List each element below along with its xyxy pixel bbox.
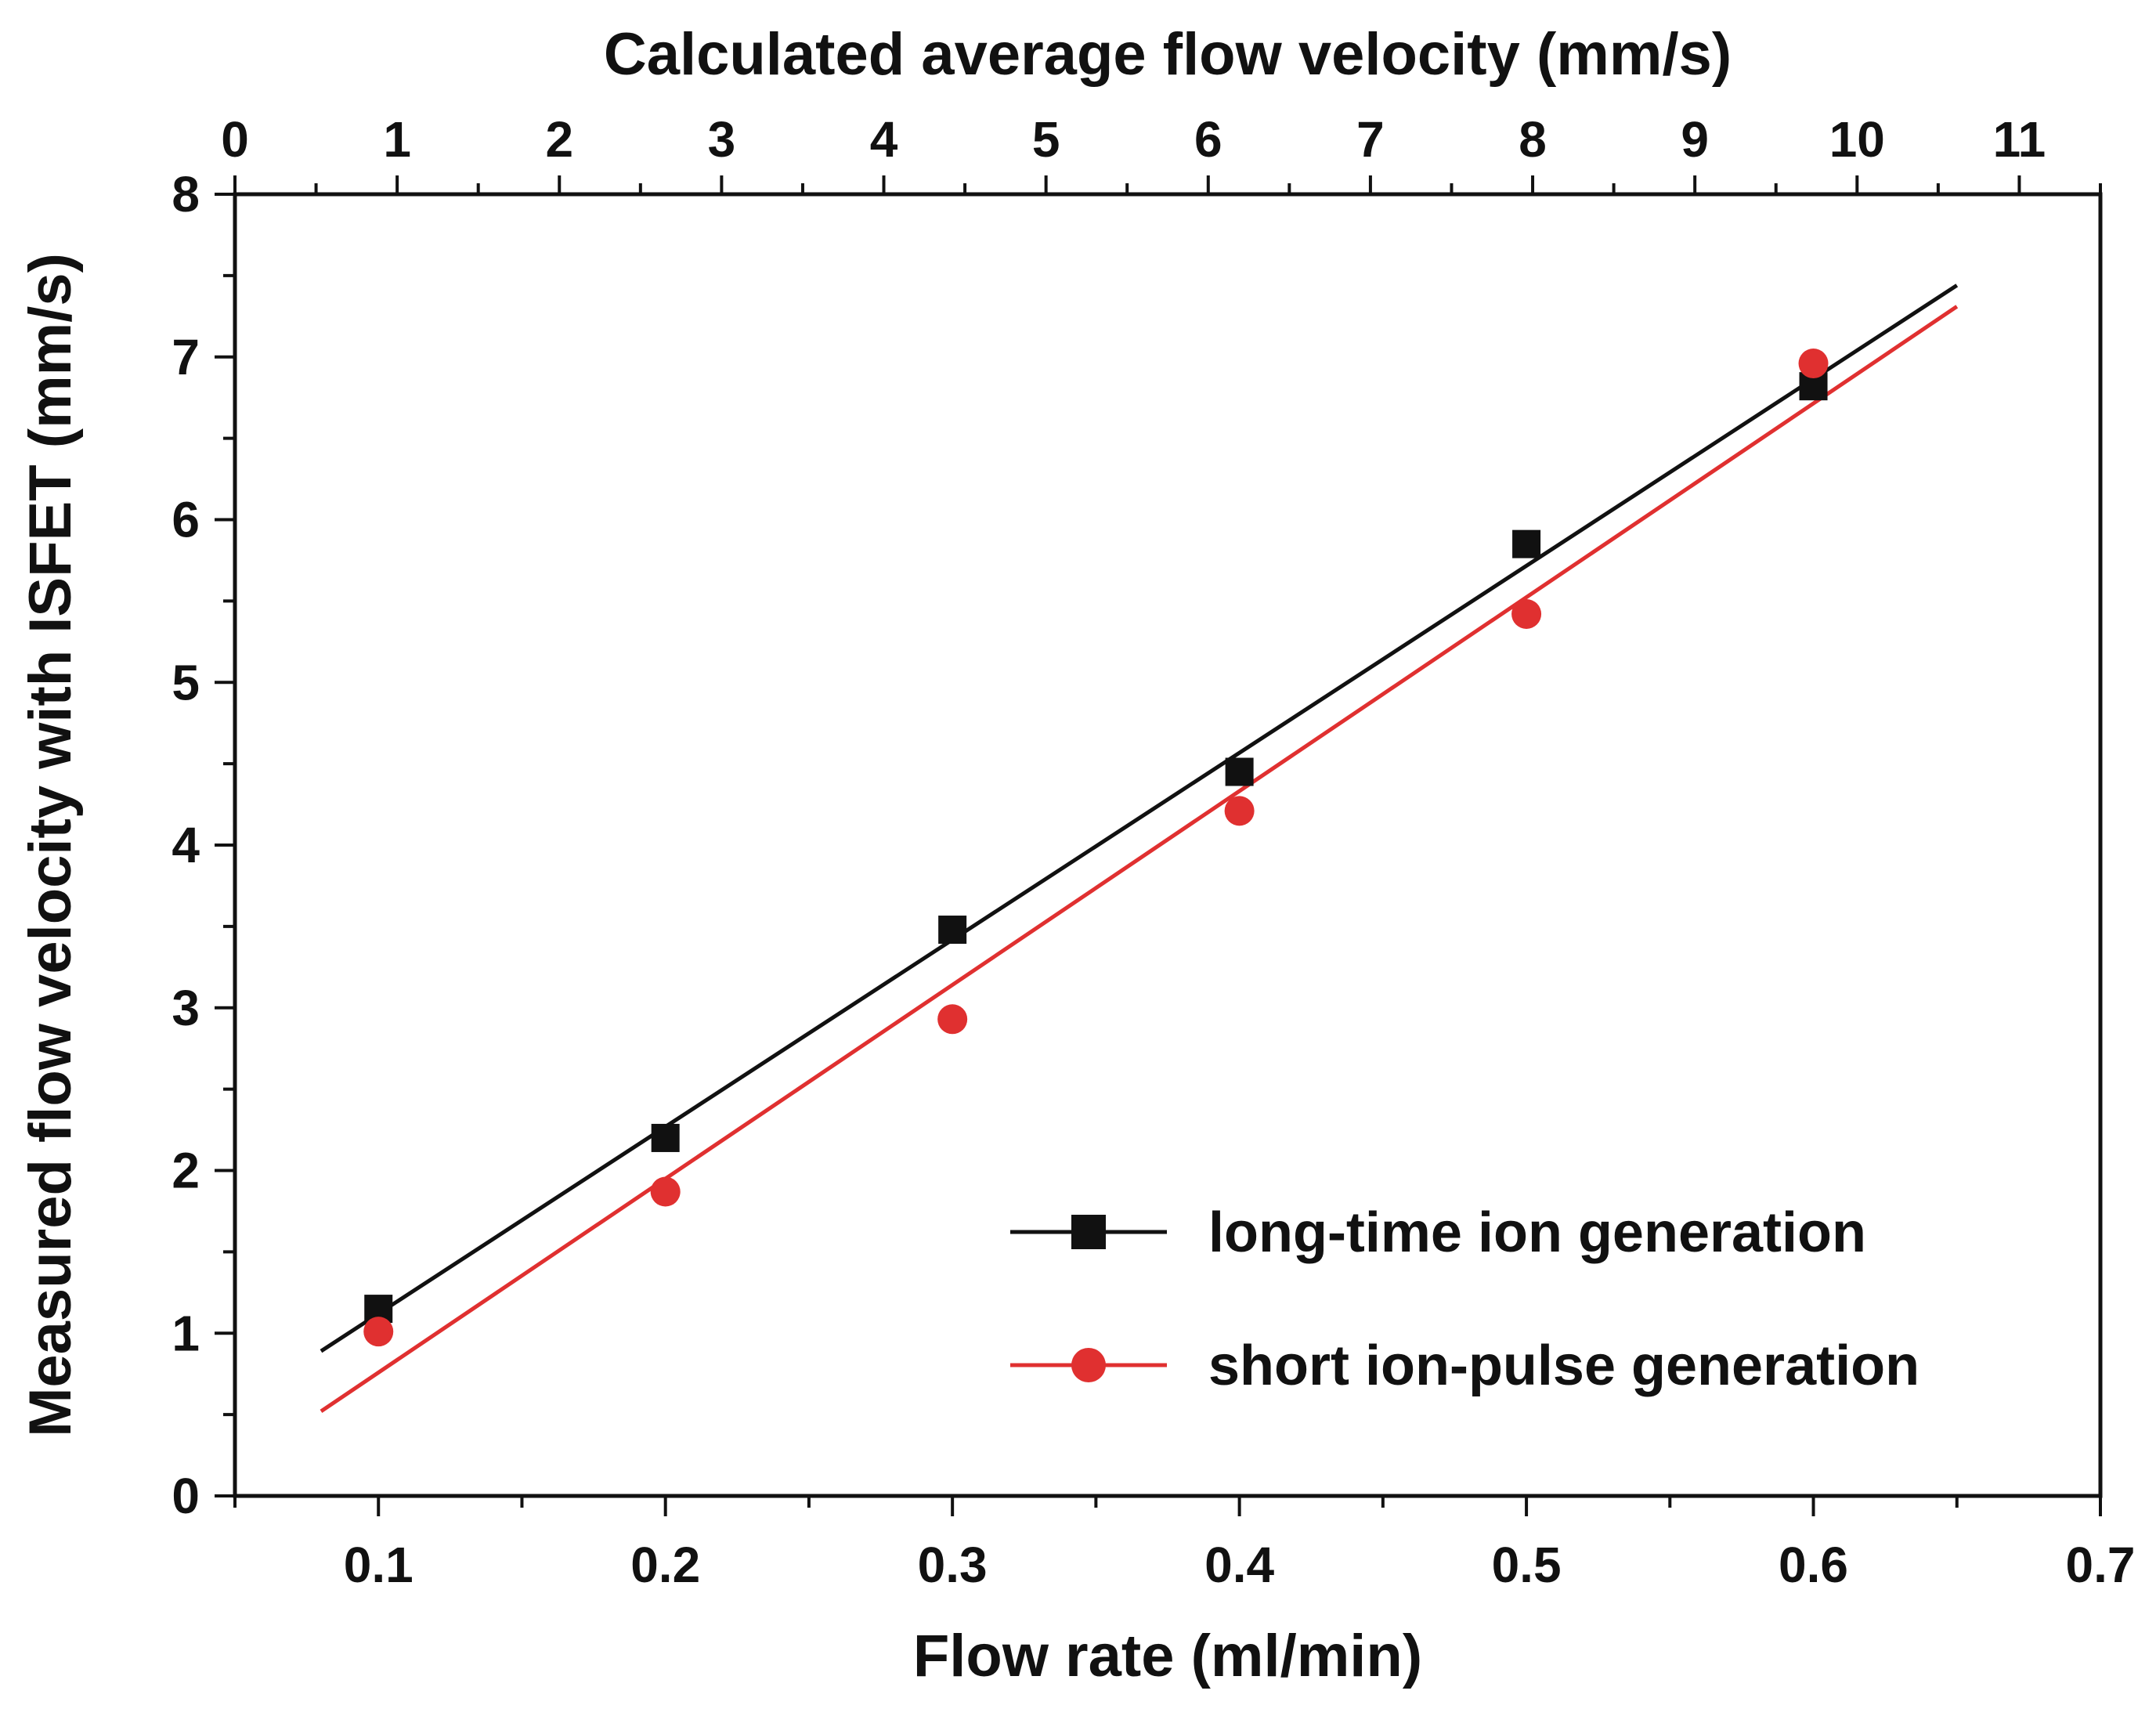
data-point-long-time bbox=[1225, 757, 1254, 786]
y-axis-title: Measured flow velocity with ISFET (mm/s) bbox=[17, 253, 84, 1437]
data-point-short-pulse bbox=[363, 1317, 394, 1347]
x-tick-label: 0.2 bbox=[630, 1537, 700, 1593]
legend-label-long-time: long-time ion generation bbox=[1208, 1201, 1866, 1264]
legend: long-time ion generation short ion-pulse… bbox=[1010, 1201, 1919, 1397]
x2-tick-label: 0 bbox=[221, 111, 249, 168]
x-tick-label: 0.4 bbox=[1204, 1537, 1274, 1593]
y-tick-label: 4 bbox=[172, 817, 200, 873]
fit-line-long-time bbox=[320, 284, 1959, 1353]
legend-label-short-pulse: short ion-pulse generation bbox=[1208, 1335, 1919, 1397]
x-axis-title: Flow rate (ml/min) bbox=[913, 1623, 1422, 1689]
fit-line-short-pulse bbox=[320, 305, 1959, 1414]
y-tick-label: 6 bbox=[172, 492, 200, 548]
series-layer bbox=[320, 284, 1959, 1414]
x-tick-label: 0.3 bbox=[918, 1537, 988, 1593]
x-tick-label: 0.1 bbox=[344, 1537, 414, 1593]
legend-marker-long-time bbox=[1071, 1215, 1106, 1249]
legend-marker-short-pulse bbox=[1071, 1348, 1106, 1382]
data-point-long-time bbox=[651, 1123, 680, 1152]
data-point-short-pulse bbox=[937, 1004, 968, 1035]
data-point-short-pulse bbox=[1224, 796, 1255, 826]
x-tick-label: 0.5 bbox=[1492, 1537, 1562, 1593]
x-tick-label: 0.6 bbox=[1779, 1537, 1848, 1593]
y-tick-label: 2 bbox=[172, 1143, 200, 1199]
y-tick-label: 8 bbox=[172, 166, 200, 222]
x2-tick-label: 4 bbox=[870, 111, 898, 168]
x2-tick-label: 2 bbox=[545, 111, 573, 168]
x2-tick-label: 5 bbox=[1032, 111, 1060, 168]
x2-axis-title: Calculated average flow velocity (mm/s) bbox=[604, 21, 1732, 88]
data-point-long-time bbox=[1512, 529, 1541, 558]
y-tick-label: 0 bbox=[172, 1468, 200, 1524]
x2-tick-label: 3 bbox=[708, 111, 736, 168]
data-point-long-time bbox=[938, 916, 967, 945]
data-point-short-pulse bbox=[1511, 598, 1542, 629]
x2-tick-label: 6 bbox=[1194, 111, 1222, 168]
x2-tick-label: 7 bbox=[1356, 111, 1385, 168]
y-tick-label: 1 bbox=[172, 1305, 200, 1361]
y-tick-label: 3 bbox=[172, 980, 200, 1036]
x2-tick-label: 8 bbox=[1519, 111, 1547, 168]
x2-tick-label: 11 bbox=[1993, 111, 2046, 168]
data-point-short-pulse bbox=[650, 1176, 681, 1207]
y-tick-label: 7 bbox=[172, 329, 200, 385]
x2-tick-label: 9 bbox=[1681, 111, 1709, 168]
data-point-short-pulse bbox=[1798, 349, 1829, 379]
x-tick-label: 0.7 bbox=[2066, 1537, 2136, 1593]
x2-tick-label: 1 bbox=[383, 111, 411, 168]
y-tick-label: 5 bbox=[172, 654, 200, 710]
x2-tick-label: 10 bbox=[1829, 111, 1885, 168]
